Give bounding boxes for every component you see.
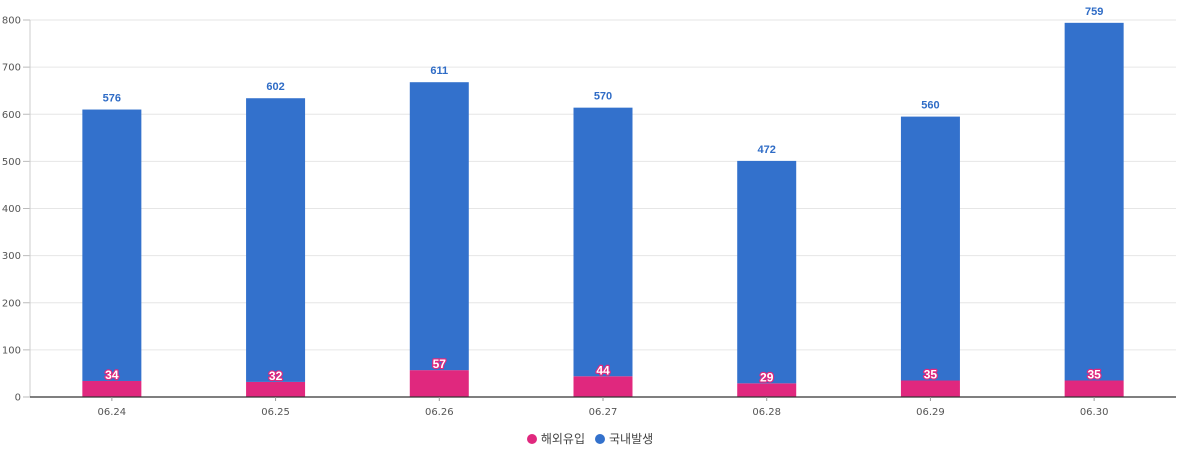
legend-item-overseas[interactable]: 해외유입 bbox=[526, 430, 585, 447]
data-label-overseas: 32 bbox=[269, 369, 283, 383]
bar-overseas[interactable] bbox=[1064, 380, 1124, 397]
data-label-overseas: 57 bbox=[433, 357, 447, 371]
x-tick-label: 06.24 bbox=[98, 407, 127, 418]
bar-overseas[interactable] bbox=[409, 370, 469, 397]
data-label-domestic: 602 bbox=[266, 81, 284, 93]
y-tick-label: 400 bbox=[2, 204, 21, 215]
bar-domestic[interactable] bbox=[573, 107, 633, 377]
data-label-overseas: 44 bbox=[596, 363, 610, 377]
y-tick-label: 600 bbox=[2, 110, 21, 121]
x-tick-label: 06.28 bbox=[752, 407, 781, 418]
data-label-overseas: 35 bbox=[1087, 368, 1101, 382]
bar-layer bbox=[82, 22, 1124, 397]
stacked-bar-chart: 576 34 602 32 611 57 570 44 472 29 560 35 759 35 0 100… bbox=[2, 6, 1176, 418]
bar-overseas[interactable] bbox=[82, 380, 142, 397]
data-label-overseas: 35 bbox=[924, 368, 938, 382]
bar-domestic[interactable] bbox=[737, 160, 797, 384]
y-tick-label: 700 bbox=[2, 63, 21, 74]
bar-domestic[interactable] bbox=[409, 82, 469, 371]
axes: 0 100 200 300 400 500 600 700 800 06.24 06.25 06.26… bbox=[2, 16, 1176, 418]
legend-marker-overseas bbox=[526, 433, 537, 444]
bar-overseas[interactable] bbox=[900, 380, 960, 397]
bar-overseas[interactable] bbox=[737, 383, 797, 397]
data-label-domestic: 759 bbox=[1085, 6, 1103, 18]
bar-overseas[interactable] bbox=[573, 376, 633, 397]
legend-label-overseas: 해외유입 bbox=[540, 432, 585, 446]
x-tick-label: 06.25 bbox=[261, 407, 290, 418]
data-label-domestic: 611 bbox=[430, 65, 448, 77]
data-label-domestic: 560 bbox=[921, 100, 939, 112]
bar-domestic[interactable] bbox=[900, 116, 960, 381]
data-label-overseas: 34 bbox=[105, 368, 119, 382]
y-tick-label: 300 bbox=[2, 251, 21, 262]
y-tick-label: 200 bbox=[2, 298, 21, 309]
bar-overseas[interactable] bbox=[246, 381, 306, 397]
y-tick-label: 800 bbox=[2, 16, 21, 27]
bar-domestic[interactable] bbox=[82, 109, 142, 381]
legend-marker-domestic bbox=[595, 433, 605, 444]
data-label-domestic: 576 bbox=[103, 93, 121, 105]
x-tick-label: 06.29 bbox=[916, 407, 945, 418]
y-tick-label: 0 bbox=[15, 393, 21, 404]
y-tick-label: 500 bbox=[2, 157, 21, 168]
x-tick-label: 06.30 bbox=[1080, 407, 1109, 418]
bar-domestic[interactable] bbox=[1064, 22, 1124, 381]
legend-label-domestic: 국내발생 bbox=[609, 432, 654, 446]
legend: 해외유입 국내발생 bbox=[0, 430, 1180, 447]
label-layer: 576 34 602 32 611 57 570 44 472 29 560 35 759 35 bbox=[103, 6, 1104, 386]
x-tick-label: 06.26 bbox=[425, 407, 454, 418]
data-label-overseas: 29 bbox=[760, 370, 774, 384]
x-tick-label: 06.27 bbox=[589, 407, 618, 418]
y-tick-label: 100 bbox=[2, 345, 21, 356]
data-label-domestic: 472 bbox=[758, 144, 776, 156]
bar-domestic[interactable] bbox=[246, 98, 306, 382]
legend-item-domestic[interactable]: 국내발생 bbox=[595, 430, 653, 447]
data-label-domestic: 570 bbox=[594, 91, 612, 103]
